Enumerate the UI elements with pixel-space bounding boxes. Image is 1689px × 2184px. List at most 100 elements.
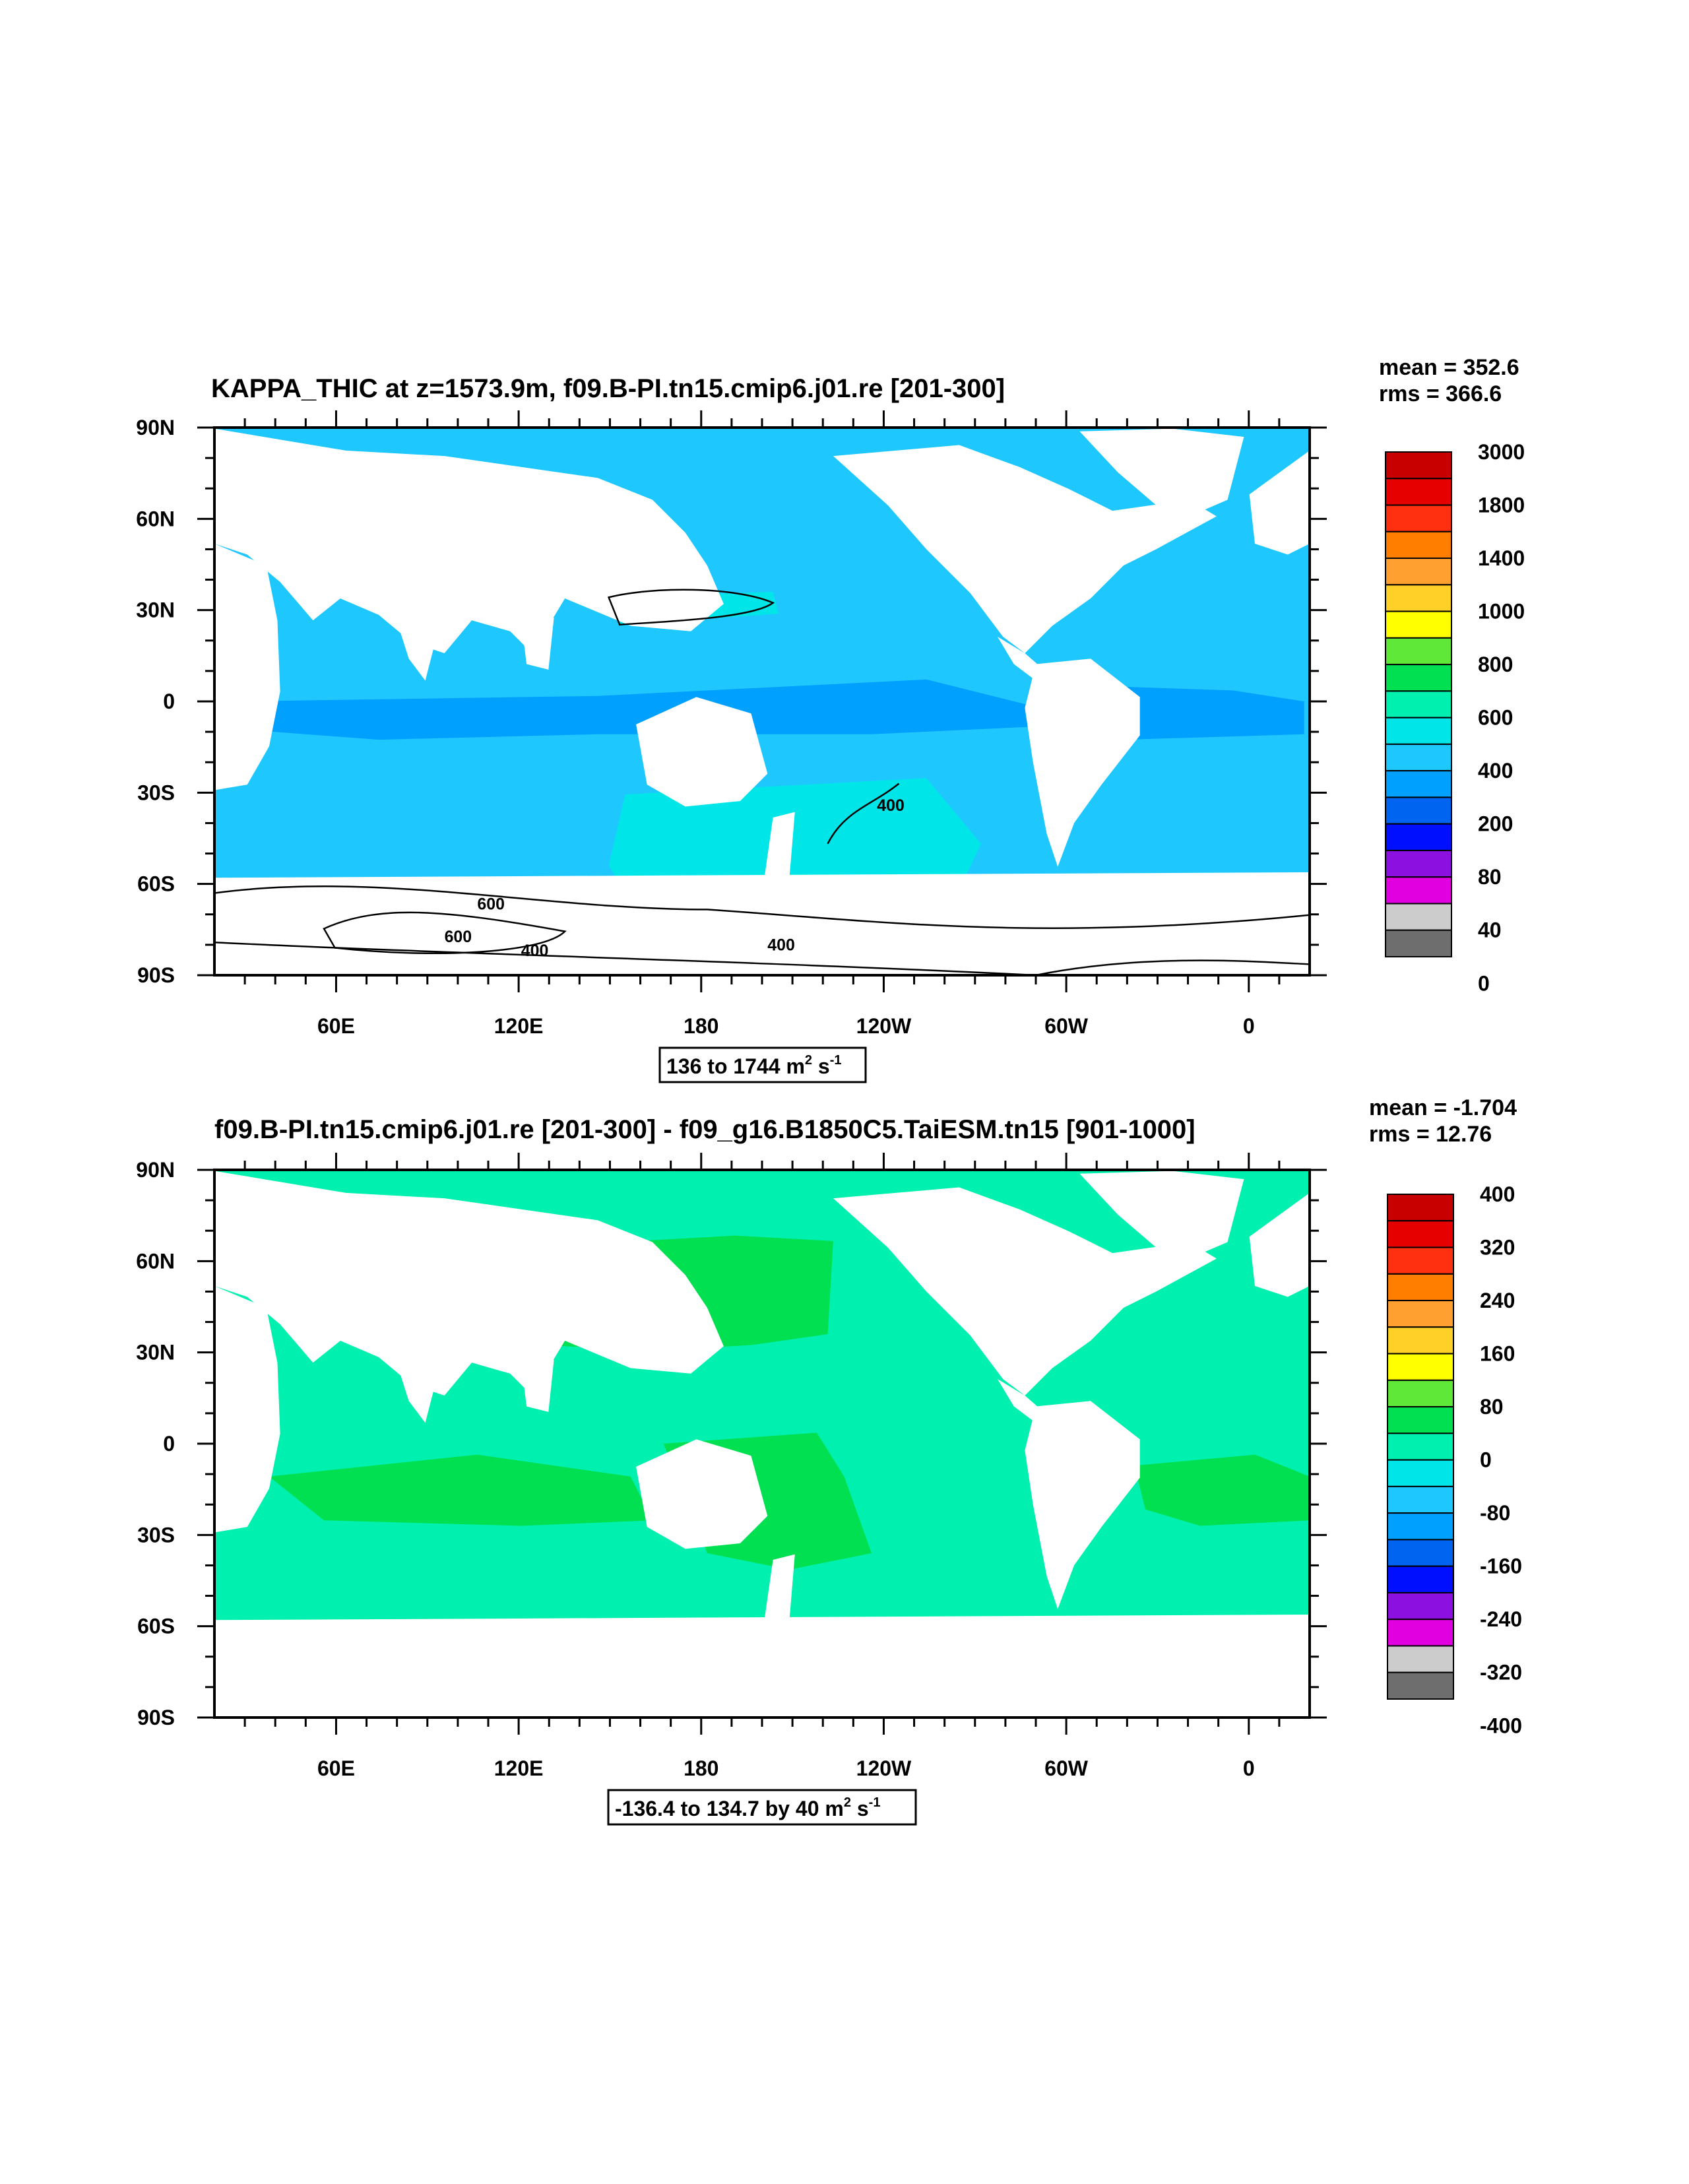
colorbar-label: 160 — [1480, 1342, 1515, 1366]
colorbar-box — [1385, 664, 1452, 692]
colorbar-box — [1385, 796, 1452, 825]
colorbar-box — [1385, 770, 1452, 798]
colorbar-label: 320 — [1480, 1236, 1515, 1260]
colorbar-label: -400 — [1480, 1714, 1522, 1737]
y-tick-label: 30N — [136, 1341, 175, 1365]
colorbar-box — [1385, 451, 1452, 480]
contour-north-pacific — [607, 589, 775, 626]
y-tick-label: 60S — [137, 1615, 175, 1638]
y-tick-label: 30S — [137, 1523, 175, 1547]
colorbar-box — [1385, 876, 1452, 905]
y-tick-label: 30S — [137, 781, 175, 804]
colorbar-box — [1387, 1406, 1454, 1434]
y-tick-label: 90N — [136, 1158, 175, 1182]
x-tick-label: 0 — [1243, 1756, 1255, 1780]
colorbar-box — [1387, 1671, 1454, 1700]
panel-2-title: f09.B-PI.tn15.cmip6.j01.re [201-300] - f… — [214, 1115, 1195, 1144]
colorbar-label: 3000 — [1478, 440, 1525, 464]
colorbar-label: 80 — [1480, 1395, 1504, 1419]
colorbar-box — [1385, 504, 1452, 532]
y-tick-label: 90S — [137, 963, 175, 987]
colorbar-label: 1000 — [1478, 600, 1525, 624]
panel-2-mean: mean = -1.704 — [1369, 1095, 1517, 1120]
contour-label-4: 400 — [767, 936, 795, 955]
colorbar-box — [1385, 903, 1452, 931]
colorbar-label: 1800 — [1478, 494, 1525, 517]
colorbar-box — [1385, 637, 1452, 666]
x-tick-label: 120W — [856, 1756, 912, 1780]
panel-2-map — [213, 1169, 1311, 1719]
panel-2-colorbar: 400 320 240 160 80 0 -80 -160 -240 -320 -400 — [1387, 1182, 1522, 1737]
colorbar-box — [1387, 1379, 1454, 1408]
panel-1-range-frame — [658, 1046, 867, 1083]
colorbar-label: 80 — [1478, 865, 1502, 889]
contour-400-south — [214, 941, 1310, 975]
contour-600 — [323, 911, 567, 955]
panel-1-field: 600 600 400 400 400 — [214, 428, 1310, 975]
colorbar-box — [1385, 929, 1452, 957]
panel-1-y-ticks: 90N 60N 30N 0 30S 60S 90S — [136, 416, 1327, 987]
x-tick-label: 60E — [317, 1756, 355, 1780]
colorbar-label: 200 — [1478, 812, 1513, 836]
colorbar-box — [1387, 1512, 1454, 1541]
colorbar-box — [1387, 1565, 1454, 1593]
panel-2-range-box: -136.4 to 134.7 by 40 m2 s-1 — [607, 1789, 917, 1826]
panel-1-range-box: 136 to 1744 m2 s-1 — [658, 1046, 867, 1083]
colorbar-box — [1387, 1645, 1454, 1673]
colorbar-label: -240 — [1480, 1607, 1522, 1631]
panel-1: KAPPA_THIC at z=1573.9m, f09.B-PI.tn15.c… — [136, 355, 1525, 1083]
colorbar-label: 40 — [1478, 918, 1502, 942]
y-tick-label: 60N — [136, 1249, 175, 1273]
colorbar-box — [1385, 530, 1452, 560]
colorbar-label: 600 — [1478, 706, 1513, 730]
x-tick-label: 120E — [494, 1014, 544, 1038]
colorbar-box — [1385, 743, 1452, 772]
contour-label-1: 600 — [477, 895, 505, 913]
y-tick-label: 90N — [136, 416, 175, 439]
contour-400-north — [214, 885, 1310, 929]
panel-2-range-label: -136.4 to 134.7 by 40 m2 s-1 — [615, 1795, 880, 1820]
colorbar-box — [1387, 1539, 1454, 1567]
colorbar-box — [1387, 1220, 1454, 1248]
colorbar-box — [1387, 1432, 1454, 1461]
contour-label-3: 400 — [521, 942, 549, 960]
x-tick-label: 60W — [1044, 1014, 1089, 1038]
panel-1-rms: rms = 366.6 — [1379, 381, 1502, 406]
colorbar-box — [1387, 1353, 1454, 1381]
colorbar-box — [1385, 584, 1452, 612]
colorbar-box — [1385, 478, 1452, 506]
colorbar-label: 1400 — [1478, 546, 1525, 570]
colorbar-box — [1385, 823, 1452, 851]
y-tick-label: 0 — [163, 690, 175, 713]
colorbar-label: -80 — [1480, 1501, 1510, 1525]
colorbar-box — [1387, 1619, 1454, 1647]
colorbar-label: 800 — [1478, 653, 1513, 676]
colorbar-label: 0 — [1480, 1448, 1492, 1472]
x-tick-label: 120W — [856, 1014, 912, 1038]
panel-1-range-label: 136 to 1744 m2 s-1 — [666, 1053, 842, 1078]
colorbar-label: -320 — [1480, 1661, 1522, 1685]
colorbar-box — [1387, 1459, 1454, 1487]
y-tick-label: 0 — [163, 1432, 175, 1456]
colorbar-box — [1387, 1591, 1454, 1621]
y-tick-label: 90S — [137, 1706, 175, 1729]
x-tick-label: 0 — [1243, 1014, 1255, 1038]
x-tick-label: 180 — [684, 1014, 718, 1038]
panel-2-field — [214, 1170, 1310, 1718]
x-tick-label: 60W — [1044, 1756, 1089, 1780]
panel-1-mean: mean = 352.6 — [1379, 355, 1519, 380]
colorbar-label: 400 — [1478, 759, 1513, 783]
x-tick-label: 180 — [684, 1756, 718, 1780]
y-tick-label: 60S — [137, 872, 175, 896]
panel-2: f09.B-PI.tn15.cmip6.j01.re [201-300] - f… — [136, 1095, 1522, 1826]
y-tick-label: 30N — [136, 598, 175, 622]
colorbar-label: 240 — [1480, 1289, 1515, 1312]
colorbar-box — [1385, 717, 1452, 745]
panel-2-range-frame — [607, 1789, 917, 1826]
contour-400-pacific — [827, 783, 900, 845]
equatorial-band — [241, 679, 1047, 740]
colorbar-box — [1385, 849, 1452, 878]
panel-1-x-ticks: 60E 120E 180 120W 60W 0 — [243, 410, 1281, 1038]
